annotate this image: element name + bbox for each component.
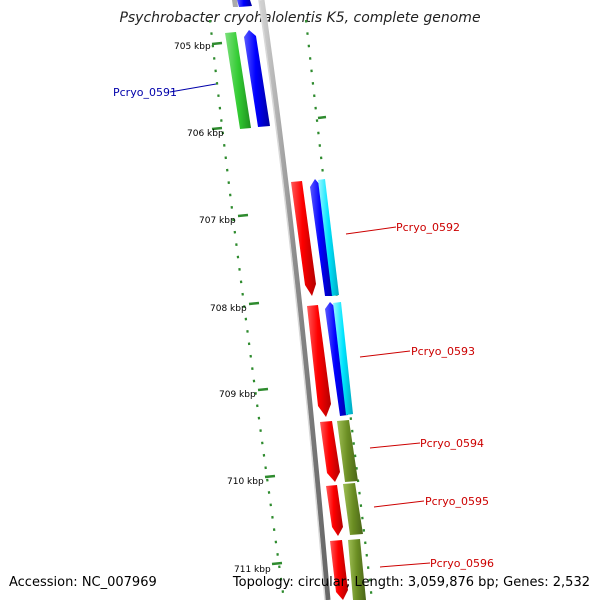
backbone-top-fragment <box>232 0 238 7</box>
tick-label: 706 kbp <box>187 129 224 139</box>
tick-label: 710 kbp <box>227 477 264 487</box>
gene-reverse-pcryo-0591 <box>244 30 270 127</box>
gene-label[interactable]: Pcryo_0591 <box>113 86 177 99</box>
tick-mark <box>237 213 249 218</box>
feature-olive-0595 <box>343 483 363 535</box>
gene-reverse-top-cut <box>237 0 252 7</box>
feature-green-bar <box>225 32 251 129</box>
feature-cyan-0592 <box>318 179 339 296</box>
feature-cyan-0593 <box>333 302 353 415</box>
label-leader-0595 <box>373 500 425 508</box>
genome-summary-text: Topology: circular; Length: 3,059,876 bp… <box>232 575 590 590</box>
tick-mark <box>264 474 276 479</box>
gene-label[interactable]: Pcryo_0594 <box>420 437 484 450</box>
tick-mark <box>211 41 223 46</box>
genome-backbone <box>259 0 331 600</box>
tick-label: 711 kbp <box>234 565 271 575</box>
tick-label: 708 kbp <box>210 304 247 314</box>
gene-reverse-0592 <box>310 179 333 296</box>
gene-label[interactable]: Pcryo_0596 <box>430 557 494 570</box>
tick-mark <box>257 387 269 392</box>
tick-label: 709 kbp <box>219 390 256 400</box>
gene-label[interactable]: Pcryo_0595 <box>425 495 489 508</box>
gene-label[interactable]: Pcryo_0592 <box>396 221 460 234</box>
tick-mark <box>211 126 223 131</box>
tick-label: 705 kbp <box>174 42 211 52</box>
gene-forward-pcryo-0596 <box>330 540 348 600</box>
tick-mark <box>248 301 260 306</box>
gene-forward-pcryo-0595 <box>326 485 343 536</box>
label-leader-0594 <box>369 442 421 449</box>
gene-forward-pcryo-0592 <box>291 181 316 296</box>
tick-mark <box>271 561 283 566</box>
tick-group: 705 kbp 706 kbp 707 kbp 708 kbp 709 kbp … <box>174 41 283 575</box>
gene-forward-pcryo-0593 <box>307 305 331 417</box>
label-leader-0592 <box>345 226 397 235</box>
feature-olive-0596 <box>348 539 366 600</box>
label-leader-0596 <box>379 562 431 568</box>
feature-olive-0594 <box>337 420 358 482</box>
genome-backbone-highlight <box>258 0 326 600</box>
tick-mark <box>317 115 327 120</box>
gene-reverse-0593 <box>325 302 348 416</box>
label-leader-0593 <box>359 350 411 358</box>
accession-text: Accession: NC_007969 <box>9 575 157 590</box>
tick-label: 707 kbp <box>199 216 236 226</box>
label-leader-0591 <box>169 83 217 93</box>
gene-label[interactable]: Pcryo_0593 <box>411 345 475 358</box>
gene-forward-pcryo-0594 <box>320 421 340 482</box>
